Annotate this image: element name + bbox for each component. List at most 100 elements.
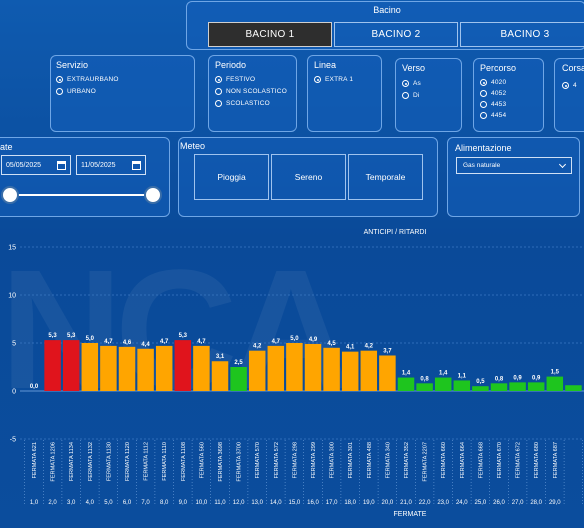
date-range-end-handle[interactable] bbox=[144, 186, 162, 204]
bacino-title: Bacino bbox=[373, 5, 401, 15]
percorso-option-4454[interactable]: 4454 bbox=[480, 112, 506, 119]
date-range-start-handle[interactable] bbox=[1, 186, 19, 204]
servizio-option-extraurbano[interactable]: EXTRAURBANO bbox=[56, 76, 119, 83]
option-label: 4454 bbox=[491, 112, 507, 119]
bar[interactable] bbox=[565, 385, 582, 391]
x-tick-label: FERMATA 298 bbox=[292, 442, 298, 478]
bar[interactable] bbox=[341, 351, 359, 391]
bar-value-label: 1,1 bbox=[458, 373, 467, 379]
x-tick-label: FERMATA 664 bbox=[460, 442, 466, 478]
alimentazione-select[interactable]: Gas naturale bbox=[456, 157, 572, 174]
x-tick-label: FERMATA 1134 bbox=[69, 442, 75, 481]
x-tick-label: FERMATA 668 bbox=[478, 442, 484, 478]
option-label: SCOLASTICO bbox=[226, 100, 270, 107]
servizio-panel: Servizio EXTRAURBANO URBANO bbox=[50, 55, 195, 132]
periodo-option-festivo[interactable]: FESTIVO bbox=[215, 76, 255, 83]
x-tick-label: FERMATA 1120 bbox=[125, 442, 131, 481]
x-index-label: 20,0 bbox=[382, 500, 394, 506]
bar[interactable] bbox=[211, 361, 229, 391]
bar[interactable] bbox=[397, 377, 415, 391]
x-index-label: 6,0 bbox=[123, 500, 132, 506]
periodo-option-scolastico[interactable]: SCOLASTICO bbox=[215, 100, 270, 107]
bar[interactable] bbox=[230, 367, 247, 391]
bar[interactable] bbox=[100, 345, 117, 391]
date-from-value: 05/05/2025 bbox=[6, 161, 42, 169]
bar[interactable] bbox=[434, 377, 452, 391]
option-label: 4 bbox=[573, 82, 577, 89]
anticipi-ritardi-chart: -5 0 5 10 15 0,0 5,3 5,3 5,0 4,7 4,6 4,4 4,7 5,3 4,7 3… bbox=[8, 229, 584, 518]
bacino-1-button[interactable]: BACINO 1 bbox=[208, 22, 332, 47]
alimentazione-title: Alimentazione bbox=[455, 143, 512, 153]
x-index-label: 11,0 bbox=[214, 500, 226, 506]
option-label: 4453 bbox=[491, 101, 507, 108]
corsa-option-4[interactable]: 4 bbox=[562, 82, 577, 89]
date-range-track[interactable] bbox=[6, 194, 154, 196]
x-index-label: 25,0 bbox=[475, 500, 487, 506]
bar[interactable] bbox=[509, 382, 526, 391]
calendar-icon[interactable] bbox=[132, 161, 141, 170]
bacino-2-button[interactable]: BACINO 2 bbox=[334, 22, 458, 47]
bar[interactable] bbox=[62, 340, 80, 391]
date-from-input[interactable]: 05/05/2025 bbox=[1, 155, 71, 175]
bar-value-label: 4,4 bbox=[141, 342, 150, 348]
bar[interactable] bbox=[118, 346, 136, 391]
bar-value-label: 4,7 bbox=[160, 339, 169, 345]
option-label: Di bbox=[413, 92, 420, 99]
bar[interactable] bbox=[472, 386, 489, 391]
bar[interactable] bbox=[155, 345, 173, 391]
percorso-option-4020[interactable]: 4020 bbox=[480, 79, 506, 86]
option-label: 4052 bbox=[491, 90, 507, 97]
bar[interactable] bbox=[304, 343, 322, 391]
meteo-pioggia-button[interactable]: Pioggia bbox=[194, 154, 269, 200]
chart-title: ANTICIPI / RITARDI bbox=[364, 229, 427, 236]
x-tick-label: FERMATA 2207 bbox=[423, 442, 429, 482]
bar-value-label: 5,0 bbox=[86, 336, 95, 342]
date-to-input[interactable]: 11/05/2025 bbox=[76, 155, 146, 175]
x-tick-label: FERMATA 300 bbox=[330, 442, 336, 478]
verso-option-di[interactable]: Di bbox=[402, 92, 420, 99]
periodo-option-non-scolastico[interactable]: NON SCOLASTICO bbox=[215, 88, 287, 95]
bar[interactable] bbox=[416, 383, 433, 391]
x-tick-label: FERMATA 299 bbox=[311, 442, 317, 478]
percorso-option-4052[interactable]: 4052 bbox=[480, 90, 506, 97]
x-tick-label: FERMATA 560 bbox=[199, 442, 205, 478]
linea-option-extra-1[interactable]: EXTRA 1 bbox=[314, 76, 353, 83]
bar[interactable] bbox=[248, 350, 266, 391]
bar[interactable] bbox=[267, 345, 285, 391]
bar[interactable] bbox=[527, 382, 545, 391]
radio-selected-icon bbox=[480, 79, 487, 86]
bar[interactable] bbox=[137, 348, 154, 391]
bar[interactable] bbox=[546, 376, 564, 391]
bar[interactable] bbox=[490, 383, 508, 391]
bar-value-label: 4,7 bbox=[197, 339, 206, 345]
x-index-label: 18,0 bbox=[344, 500, 356, 506]
x-tick-label: FERMATA 301 bbox=[348, 442, 354, 478]
bar[interactable] bbox=[360, 350, 378, 391]
verso-title: Verso bbox=[402, 63, 426, 73]
x-tick-label: FERMATA 570 bbox=[255, 442, 261, 478]
percorso-option-4453[interactable]: 4453 bbox=[480, 101, 506, 108]
radio-icon bbox=[402, 92, 409, 99]
x-index-label: 24,0 bbox=[456, 500, 468, 506]
bar[interactable] bbox=[44, 340, 61, 391]
option-label: EXTRAURBANO bbox=[67, 76, 119, 83]
bar[interactable] bbox=[174, 340, 192, 391]
calendar-icon[interactable] bbox=[57, 161, 66, 170]
bar[interactable] bbox=[286, 343, 303, 391]
bar[interactable] bbox=[193, 345, 210, 391]
date-title: ate bbox=[0, 142, 13, 152]
meteo-sereno-button[interactable]: Sereno bbox=[271, 154, 346, 200]
verso-panel: Verso As Di bbox=[395, 58, 462, 132]
meteo-temporale-button[interactable]: Temporale bbox=[348, 154, 423, 200]
bar[interactable] bbox=[81, 343, 99, 391]
bar[interactable] bbox=[453, 380, 471, 391]
bacino-3-button[interactable]: BACINO 3 bbox=[460, 22, 584, 47]
x-index-label: 16,0 bbox=[307, 500, 319, 506]
bar-value-label: 4,2 bbox=[253, 344, 262, 350]
verso-option-as[interactable]: As bbox=[402, 80, 421, 87]
x-tick-label: FERMATA 572 bbox=[274, 442, 280, 478]
bar-value-label: 5,3 bbox=[48, 333, 57, 339]
servizio-option-urbano[interactable]: URBANO bbox=[56, 88, 96, 95]
bar[interactable] bbox=[323, 347, 340, 391]
bar[interactable] bbox=[379, 355, 396, 391]
